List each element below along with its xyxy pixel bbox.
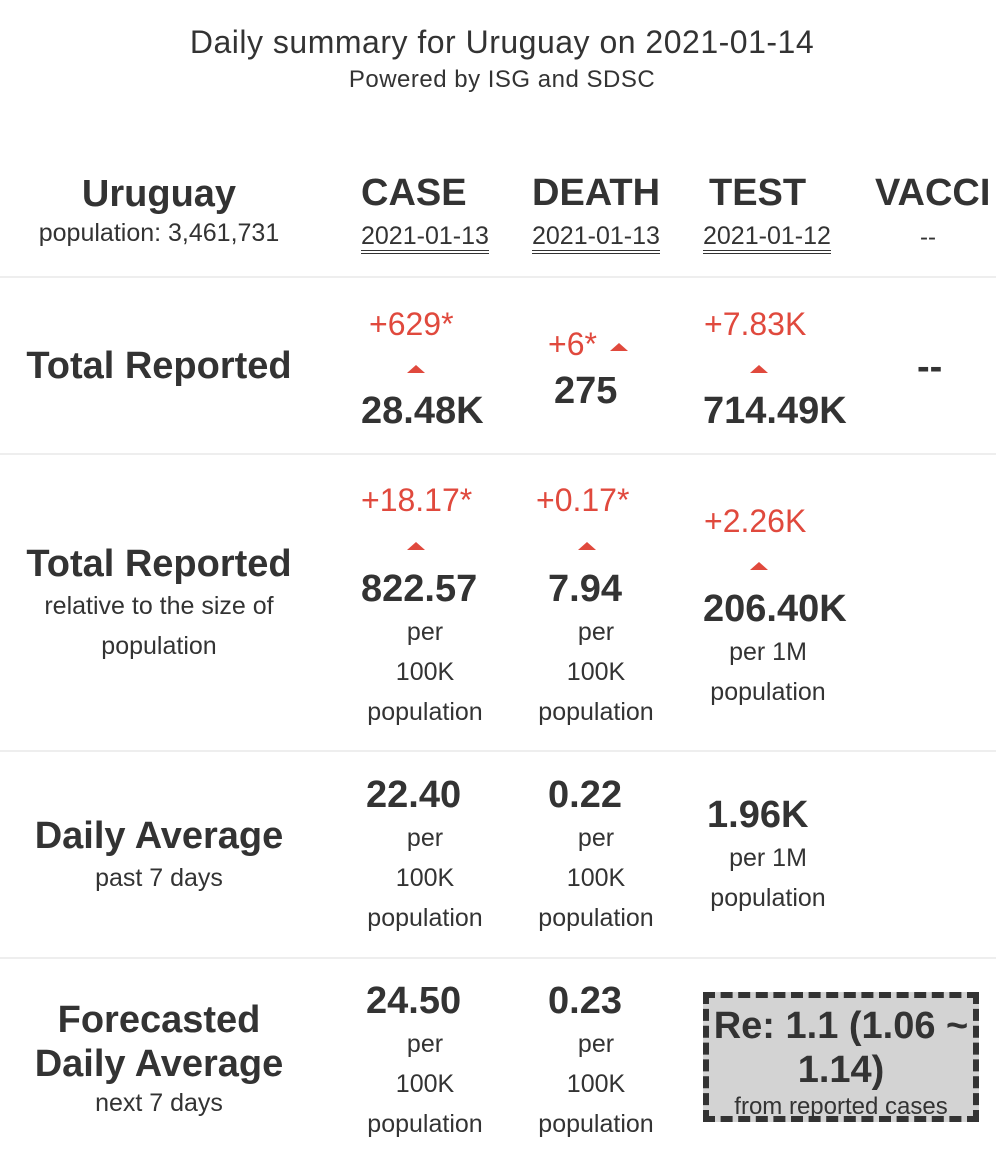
- row-subtitle: relative to the size of: [44, 592, 274, 620]
- row-label-total-reported: Total Reported: [0, 344, 318, 388]
- case-relative-unit: per 100K population: [367, 618, 483, 726]
- row-title: Total Reported: [26, 543, 292, 585]
- row-separator: [0, 957, 996, 959]
- row-separator: [0, 750, 996, 752]
- up-arrow-icon: [407, 542, 425, 550]
- up-arrow-icon: [750, 365, 768, 373]
- test-relative-unit: per 1M population: [710, 638, 826, 706]
- death-daily-value: 0.22: [548, 774, 622, 816]
- column-header-death: DEATH: [532, 172, 661, 214]
- death-total-value: 275: [554, 370, 618, 412]
- case-date-link[interactable]: 2021-01-13: [361, 222, 489, 254]
- case-relative-value: 822.57: [361, 568, 478, 610]
- case-forecast-value: 24.50: [366, 980, 462, 1022]
- death-total-delta: +6*: [548, 326, 597, 362]
- vaccine-date: --: [920, 224, 936, 251]
- death-forecast-value: 0.23: [548, 980, 622, 1022]
- re-source-label: from reported cases: [734, 1093, 948, 1120]
- row-subtitle: next 7 days: [95, 1089, 223, 1117]
- case-daily-unit: per 100K population: [367, 824, 483, 932]
- up-arrow-icon: [750, 562, 768, 570]
- test-total-delta: +7.83K: [704, 306, 807, 342]
- row-subtitle: past 7 days: [95, 864, 223, 892]
- up-arrow-icon: [578, 542, 596, 550]
- case-forecast-unit: per 100K population: [367, 1030, 483, 1138]
- case-total-value: 28.48K: [361, 390, 484, 432]
- country-name: Uruguay: [81, 173, 237, 215]
- test-date-link[interactable]: 2021-01-12: [703, 222, 831, 254]
- case-total-delta: +629*: [369, 306, 454, 342]
- case-daily-value: 22.40: [366, 774, 462, 816]
- row-title: Forecasted: [57, 999, 261, 1041]
- test-relative-value: 206.40K: [703, 588, 847, 630]
- row-label-daily-average: Daily Average past 7 days: [0, 814, 318, 898]
- population-label: population: 3,461,731: [38, 219, 280, 247]
- up-arrow-icon: [610, 343, 628, 351]
- test-daily-unit: per 1M population: [710, 844, 826, 912]
- row-label-forecast: Forecasted Daily Average next 7 days: [0, 998, 318, 1120]
- test-total-value: 714.49K: [703, 390, 847, 432]
- row-title: Total Reported: [26, 345, 292, 387]
- test-relative-delta: +2.26K: [704, 503, 807, 539]
- re-estimate-box: Re: 1.1 (1.06 ~ 1.14) from reported case…: [703, 992, 979, 1122]
- row-title: Daily Average: [34, 1043, 284, 1085]
- country-header: Uruguay population: 3,461,731: [0, 172, 318, 250]
- death-date-link[interactable]: 2021-01-13: [532, 222, 660, 254]
- page-subtitle: Powered by ISG and SDSC: [348, 66, 656, 93]
- row-subtitle: population: [101, 632, 217, 660]
- page-title: Daily summary for Uruguay on 2021-01-14: [189, 24, 815, 60]
- row-label-relative: Total Reported relative to the size of p…: [0, 542, 318, 666]
- column-header-vaccine: VACCI: [875, 172, 991, 214]
- death-daily-unit: per 100K population: [538, 824, 654, 932]
- death-relative-value: 7.94: [548, 568, 622, 610]
- test-daily-value: 1.96K: [707, 794, 809, 836]
- case-relative-delta: +18.17*: [361, 482, 473, 518]
- row-title: Daily Average: [34, 815, 284, 857]
- row-separator: [0, 453, 996, 455]
- up-arrow-icon: [407, 365, 425, 373]
- vaccine-total-value: --: [917, 346, 943, 388]
- column-header-test: TEST: [709, 172, 807, 214]
- re-value-line1: Re: 1.1 (1.06 ~: [713, 1005, 969, 1047]
- re-value-line2: 1.14): [797, 1049, 885, 1091]
- death-relative-unit: per 100K population: [538, 618, 654, 726]
- column-header-case: CASE: [361, 172, 467, 214]
- death-relative-delta: +0.17*: [536, 482, 630, 518]
- death-forecast-unit: per 100K population: [538, 1030, 654, 1138]
- row-separator: [0, 276, 996, 278]
